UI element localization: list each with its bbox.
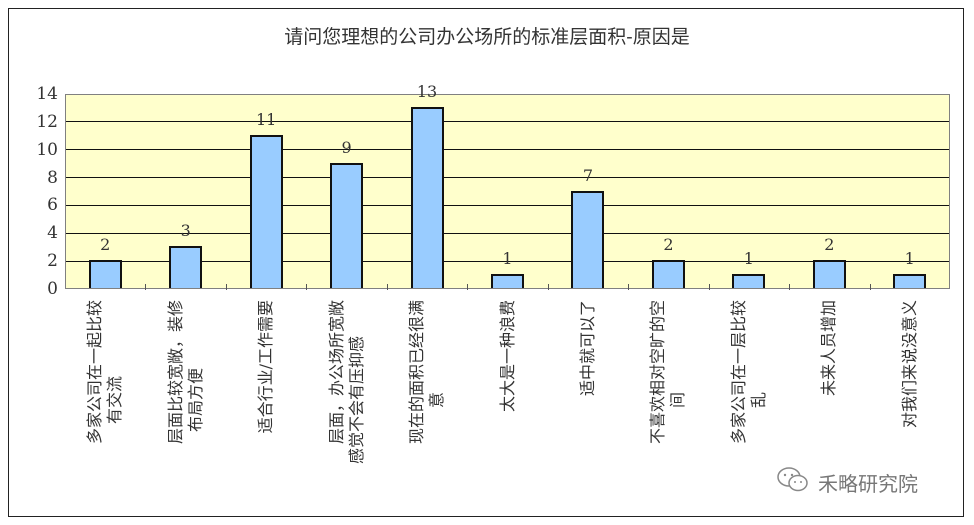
chart-title: 请问您理想的公司办公场所的标准层面积-原因是 — [284, 26, 690, 48]
x-category-label: 适合行业/工作需要 — [256, 300, 276, 434]
gridline — [66, 260, 949, 262]
bar-value-label: 1 — [743, 249, 754, 269]
bar — [169, 246, 203, 288]
x-tick — [628, 284, 630, 290]
bar-value-label: 11 — [255, 109, 277, 129]
gridline — [66, 232, 949, 234]
y-tick-label: 14 — [36, 84, 58, 104]
x-category-label: 层面比较宽敞，装修 布局方便 — [165, 300, 205, 445]
x-tick — [225, 284, 227, 290]
bar-value-label: 2 — [663, 235, 674, 255]
bar — [893, 274, 927, 288]
bar — [571, 190, 605, 288]
bar-value-label: 3 — [180, 221, 191, 241]
gridline — [66, 204, 949, 206]
x-tick — [386, 284, 388, 290]
bar-value-label: 2 — [100, 235, 111, 255]
x-tick — [547, 284, 549, 290]
y-tick-label: 10 — [36, 139, 58, 160]
x-category-label: 太大是一种浪费 — [497, 300, 517, 413]
x-category-label: 适中就可以了 — [577, 300, 597, 397]
bar — [410, 106, 444, 288]
x-category-label: 多家公司在一起比较 有交流 — [85, 300, 125, 445]
bar — [330, 162, 364, 288]
bar-value-label: 2 — [824, 235, 835, 255]
x-tick — [789, 284, 791, 290]
bar — [249, 134, 283, 288]
bar — [812, 260, 846, 288]
plot-area — [65, 94, 950, 289]
bar — [491, 274, 524, 288]
y-tick-label: 6 — [47, 195, 58, 216]
wechat-icon — [776, 466, 810, 499]
bar-value-label: 1 — [904, 249, 915, 269]
x-tick — [869, 284, 871, 290]
y-tick-label: 0 — [47, 279, 58, 299]
x-category-label: 现在的面积已经很满意 — [407, 300, 447, 445]
x-tick — [708, 284, 710, 290]
bar-value-label: 1 — [502, 249, 513, 269]
gridline — [66, 121, 949, 123]
watermark: 禾略研究院 — [776, 466, 918, 499]
x-tick — [145, 284, 147, 290]
bar — [732, 274, 766, 288]
y-tick-label: 4 — [47, 223, 58, 244]
bar-value-label: 7 — [582, 165, 594, 185]
gridline — [66, 177, 949, 179]
bar-value-label: 13 — [416, 81, 438, 101]
gridline — [66, 149, 949, 151]
bar-value-label: 9 — [341, 137, 352, 157]
x-tick — [467, 284, 469, 290]
x-category-label: 层面，办公场所宽敞 感觉不会有压抑感 — [326, 300, 366, 465]
x-category-label: 多家公司在一层比较乱 — [728, 300, 768, 445]
x-category-label: 不喜欢相对空旷的空间 — [648, 300, 688, 445]
watermark-text: 禾略研究院 — [818, 472, 918, 496]
y-tick-label: 12 — [36, 111, 58, 132]
bar — [651, 260, 685, 288]
y-tick-label: 8 — [47, 167, 58, 188]
y-tick-label: 2 — [47, 251, 58, 272]
x-tick — [306, 284, 308, 290]
bar — [88, 260, 122, 288]
